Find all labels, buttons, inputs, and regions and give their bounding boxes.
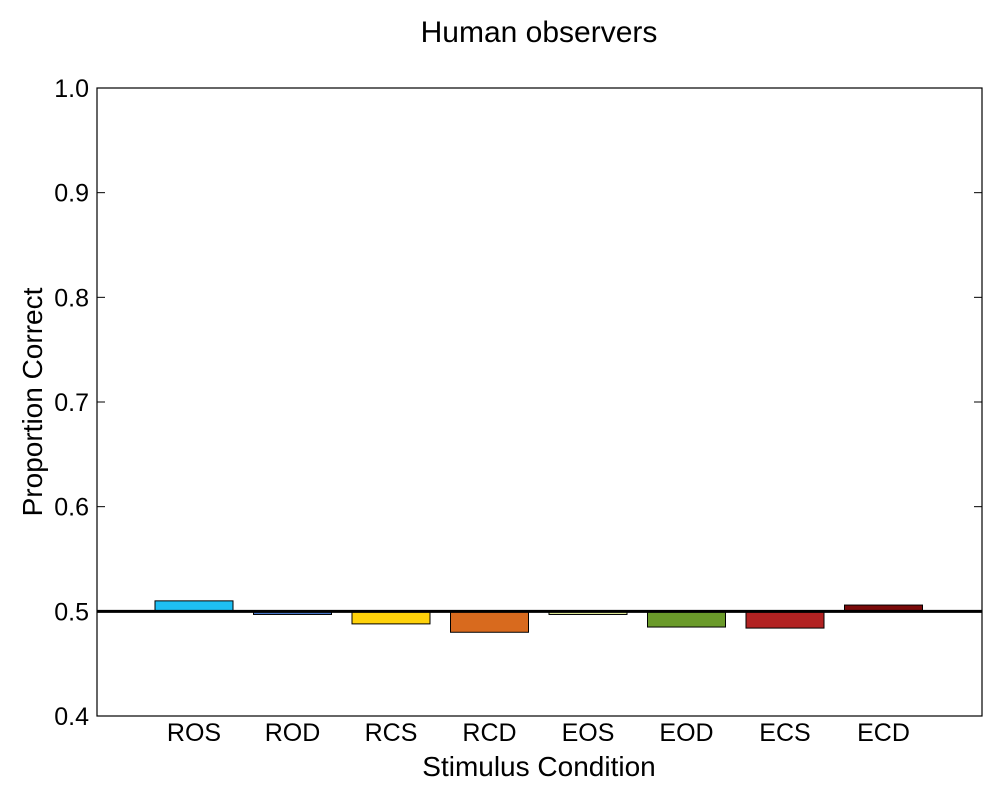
x-tick-label-rod: ROD <box>265 719 321 747</box>
x-tick-label-ecd: ECD <box>857 719 910 747</box>
y-tick-label: 0.6 <box>54 494 89 522</box>
bar-series <box>154 600 923 633</box>
x-tick-label-ecs: ECS <box>759 719 810 747</box>
plot-frame <box>96 87 983 717</box>
bar-rcd <box>450 610 529 633</box>
x-axis-ticks: ROS ROD RCS RCD EOS EOD ECS ECD <box>167 719 910 747</box>
y-tick-label: 0.7 <box>54 389 89 417</box>
x-tick-label-ros: ROS <box>167 719 221 747</box>
x-axis-label: Stimulus Condition <box>422 751 655 782</box>
bar-ecs <box>745 610 825 629</box>
bar-ros <box>154 600 234 612</box>
bar-eod <box>647 610 726 628</box>
y-axis-ticks: 0.4 0.5 0.6 0.7 0.8 0.9 1.0 <box>54 75 982 731</box>
y-tick-label: 1.0 <box>54 75 89 103</box>
y-tick-label: 0.4 <box>54 703 89 731</box>
chart-title: Human observers <box>421 16 658 49</box>
bar-rcs <box>351 610 431 625</box>
x-tick-label-eod: EOD <box>659 719 713 747</box>
y-tick-label: 0.8 <box>54 284 89 312</box>
y-tick-label: 0.5 <box>54 598 89 626</box>
x-tick-label-eos: EOS <box>562 719 615 747</box>
y-axis-label: Proportion Correct <box>17 287 48 516</box>
y-tick-label: 0.9 <box>54 180 89 208</box>
x-tick-label-rcs: RCS <box>365 719 418 747</box>
x-tick-label-rcd: RCD <box>462 719 516 747</box>
